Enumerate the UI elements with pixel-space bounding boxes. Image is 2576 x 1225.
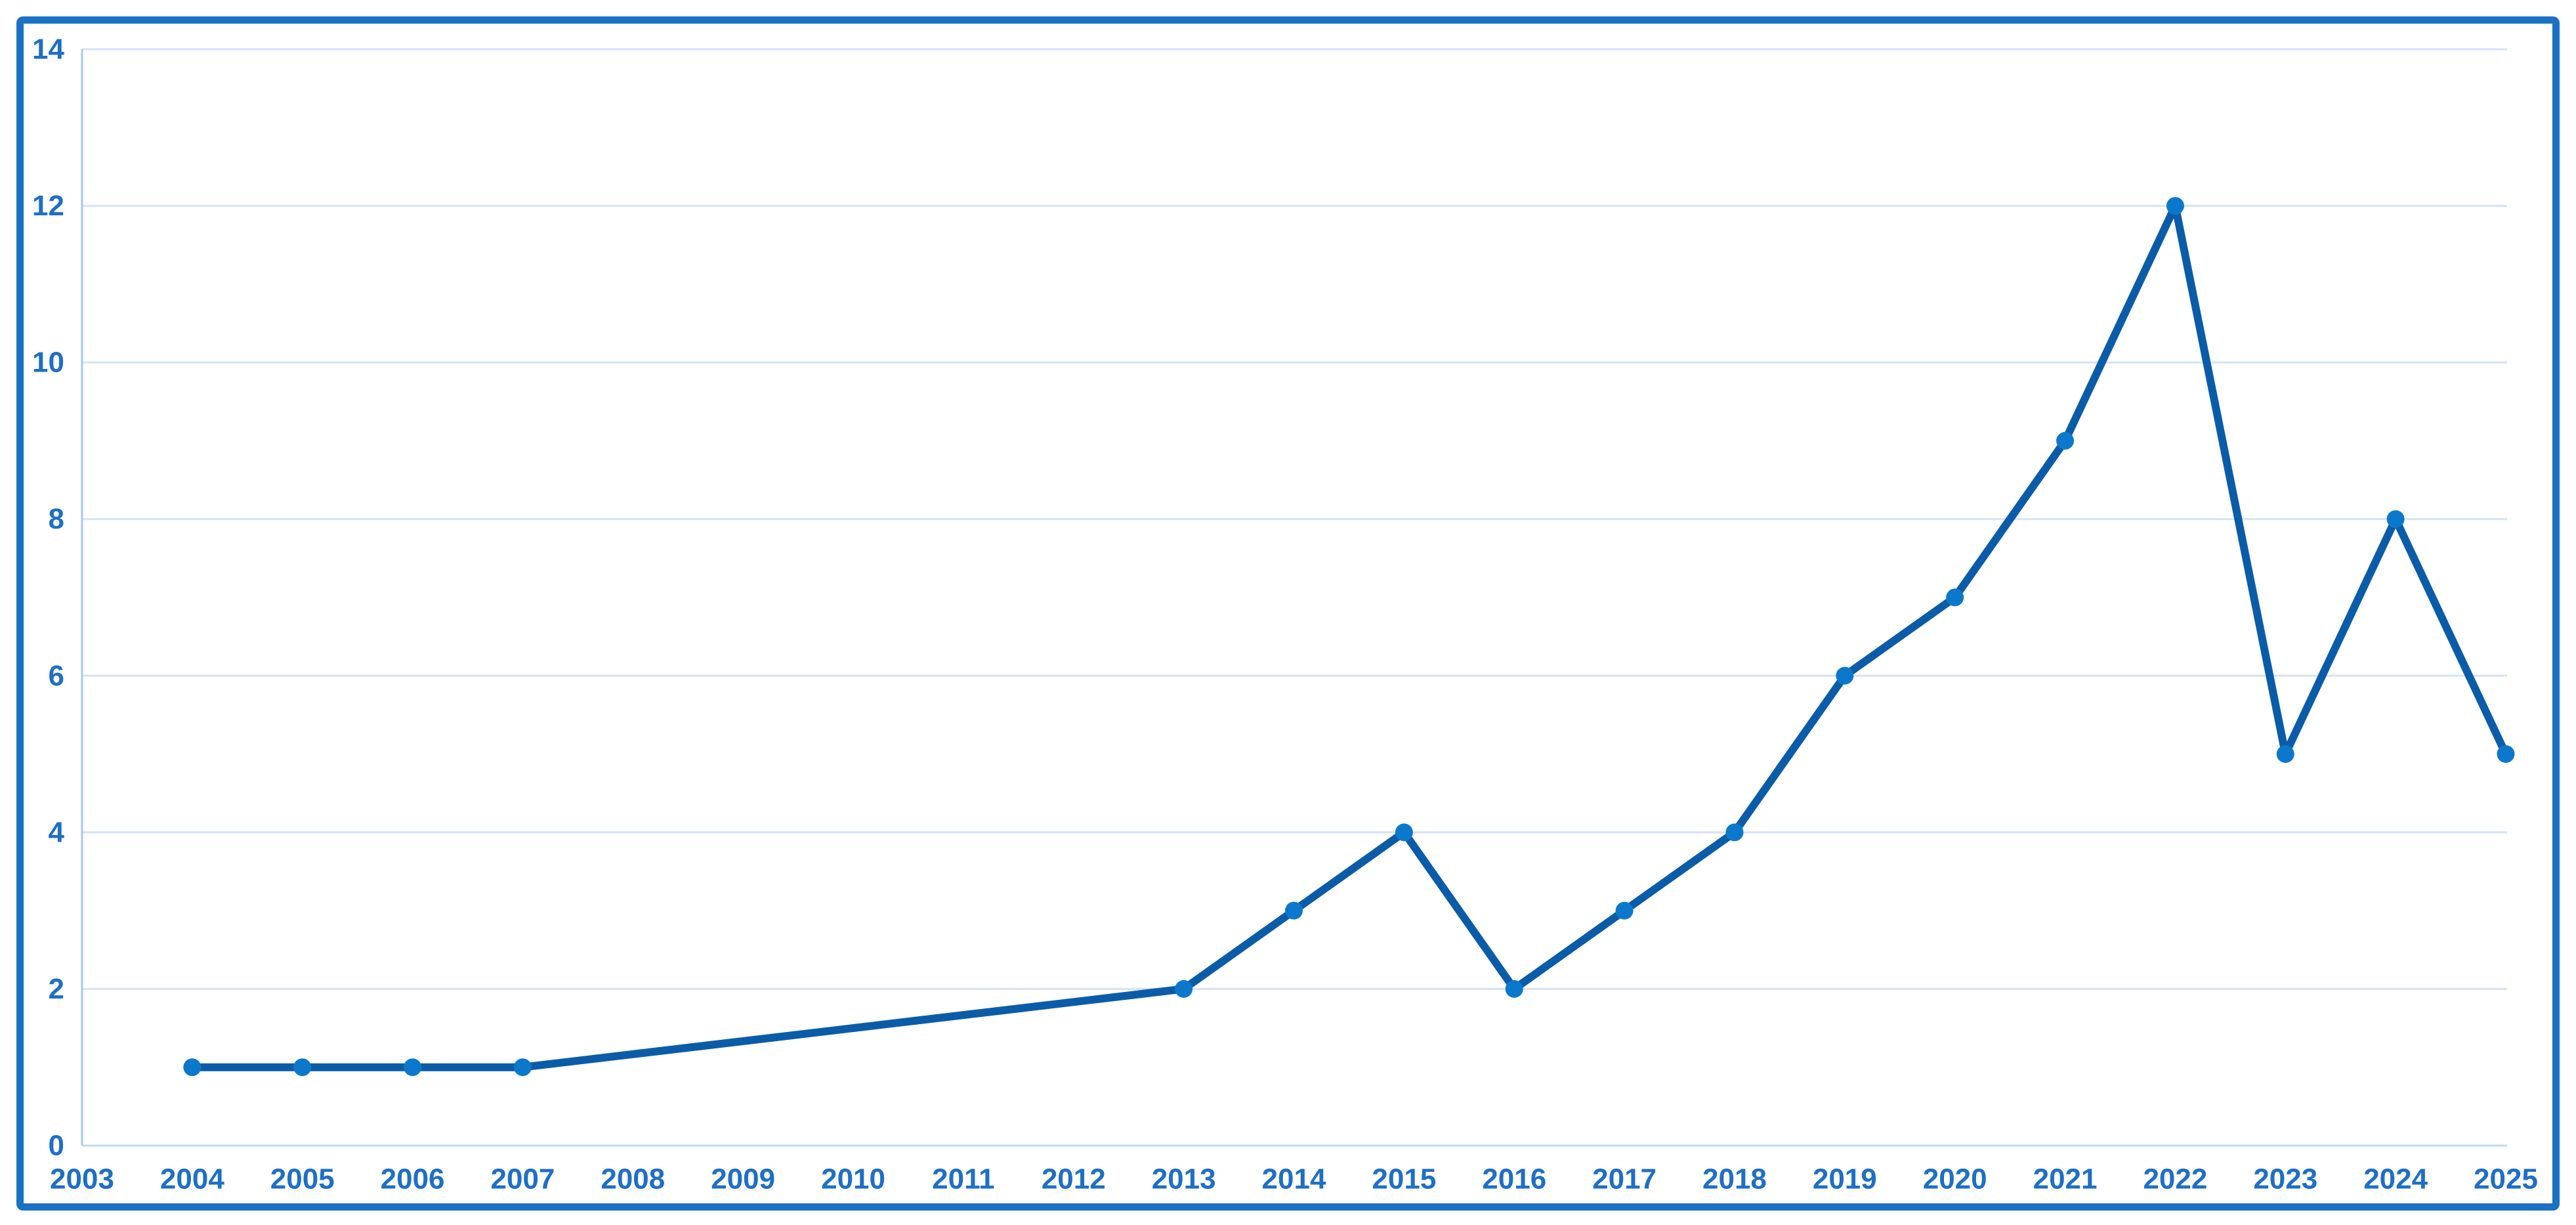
data-point-2025-value-5[interactable]: [2497, 745, 2515, 763]
x-axis-labels-group: 2003 2004 2005 2006 2007 2008 2009 2010 2011 2012…: [50, 1163, 2538, 1195]
y-axis-tick-label-10: 10: [32, 347, 64, 379]
data-point-2022-value-12[interactable]: [2166, 197, 2184, 215]
y-axis-tick-label-12: 12: [32, 190, 64, 222]
data-point-2020-value-7[interactable]: [1946, 588, 1964, 607]
x-axis-tick-label-2005: 2005: [270, 1163, 335, 1195]
x-axis-tick-label-2023: 2023: [2253, 1163, 2317, 1195]
x-axis-tick-label-2025: 2025: [2474, 1163, 2538, 1195]
y-axis-tick-label-6: 6: [49, 660, 64, 692]
data-point-2004-value-1[interactable]: [183, 1058, 201, 1077]
y-axis-tick-label-0: 0: [49, 1130, 64, 1162]
x-axis-tick-label-2006: 2006: [381, 1163, 445, 1195]
data-line-values-by-year[interactable]: [188, 202, 2510, 1071]
x-axis-tick-label-2009: 2009: [711, 1163, 775, 1195]
data-point-2005-value-1[interactable]: [293, 1058, 312, 1077]
data-point-2024-value-8[interactable]: [2386, 510, 2405, 528]
x-axis-tick-label-2010: 2010: [821, 1163, 885, 1195]
data-point-2016-value-2[interactable]: [1505, 979, 1523, 998]
y-axis-tick-label-4: 4: [49, 816, 65, 848]
x-axis-tick-label-2018: 2018: [1702, 1163, 1767, 1195]
y-axis-tick-label-8: 8: [49, 503, 64, 535]
data-point-2019-value-6[interactable]: [1836, 666, 1854, 685]
data-point-2006-value-1[interactable]: [404, 1058, 422, 1077]
x-axis-tick-label-2007: 2007: [491, 1163, 555, 1195]
x-axis-tick-label-2012: 2012: [1042, 1163, 1106, 1195]
data-point-2018-value-4[interactable]: [1725, 823, 1744, 842]
data-point-2021-value-9[interactable]: [2056, 431, 2075, 450]
x-axis-tick-label-2024: 2024: [2363, 1163, 2428, 1195]
x-axis-tick-label-2020: 2020: [1923, 1163, 1987, 1195]
data-point-2017-value-3[interactable]: [1615, 901, 1634, 920]
gridlines-group: [82, 48, 2507, 990]
data-point-2014-value-3[interactable]: [1285, 901, 1303, 920]
x-axis-tick-label-2004: 2004: [160, 1163, 224, 1195]
x-axis-tick-label-2013: 2013: [1152, 1163, 1216, 1195]
x-axis-tick-label-2008: 2008: [601, 1163, 665, 1195]
x-axis-tick-label-2022: 2022: [2143, 1163, 2207, 1195]
data-point-2015-value-4[interactable]: [1395, 823, 1413, 842]
data-point-2007-value-1[interactable]: [513, 1058, 532, 1077]
y-axis-tick-label-2: 2: [49, 973, 64, 1005]
y-axis-tick-label-14: 14: [32, 33, 64, 66]
chart-frame: [16, 16, 2560, 1211]
x-axis-tick-label-2021: 2021: [2033, 1163, 2098, 1195]
y-axis-labels-group: 0 2 4 6 8 10 12 14: [32, 33, 64, 1162]
data-point-2013-value-2[interactable]: [1175, 979, 1193, 998]
x-axis-tick-label-2011: 2011: [932, 1163, 994, 1195]
x-axis-tick-label-2016: 2016: [1482, 1163, 1546, 1195]
x-axis-tick-label-2015: 2015: [1372, 1163, 1436, 1195]
axes-group: [81, 49, 2507, 1147]
x-axis-tick-label-2003: 2003: [50, 1163, 114, 1195]
data-point-2023-value-5[interactable]: [2276, 745, 2294, 763]
data-series-group[interactable]: [183, 197, 2515, 1077]
x-axis-tick-label-2014: 2014: [1262, 1163, 1326, 1195]
x-axis-tick-label-2017: 2017: [1592, 1163, 1657, 1195]
x-axis-tick-label-2019: 2019: [1813, 1163, 1877, 1195]
